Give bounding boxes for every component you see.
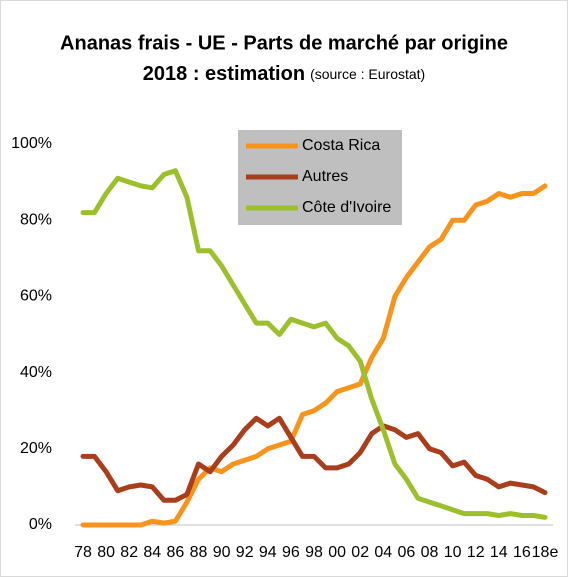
x-tick-label: 04 [374, 544, 392, 561]
x-tick-label: 86 [167, 544, 185, 561]
x-tick-label: 10 [444, 544, 462, 561]
legend-label: Autres [302, 168, 348, 185]
y-tick-label: 60% [20, 288, 52, 305]
x-tick-label: 78 [74, 544, 92, 561]
x-tick-label: 00 [328, 544, 346, 561]
x-tick-label: 98 [305, 544, 323, 561]
chart-subtitle: 2018 : estimation [143, 63, 305, 85]
x-tick-label: 82 [120, 544, 138, 561]
chart-source: (source : Eurostat) [310, 66, 425, 82]
x-tick-label: 02 [351, 544, 369, 561]
x-tick-label: 06 [398, 544, 416, 561]
y-tick-label: 40% [20, 364, 52, 381]
series-line [80, 183, 548, 528]
chart-subtitle-line: 2018 : estimation (source : Eurostat) [143, 63, 425, 85]
x-tick-label: 88 [190, 544, 208, 561]
x-tick-label: 14 [490, 544, 508, 561]
x-tick-label: 80 [97, 544, 115, 561]
y-tick-label: 0% [29, 516, 52, 533]
x-tick-label: 08 [421, 544, 439, 561]
x-tick-label: 90 [213, 544, 231, 561]
legend-label: Costa Rica [302, 137, 380, 154]
series-line [80, 415, 548, 503]
series-line [80, 168, 548, 520]
x-tick-label: 96 [282, 544, 300, 561]
x-tick-label: 16 [513, 544, 531, 561]
y-tick-label: 100% [11, 135, 52, 152]
x-tick-label: 94 [259, 544, 277, 561]
chart-title: Ananas frais - UE - Parts de marché par … [60, 32, 508, 54]
x-tick-label: 84 [143, 544, 161, 561]
x-tick-label: 12 [467, 544, 485, 561]
y-tick-label: 80% [20, 211, 52, 228]
y-tick-label: 20% [20, 440, 52, 457]
x-tick-label: 92 [236, 544, 254, 561]
legend-label: Côte d'Ivoire [302, 199, 391, 216]
x-tick-label: 18e [532, 544, 559, 561]
